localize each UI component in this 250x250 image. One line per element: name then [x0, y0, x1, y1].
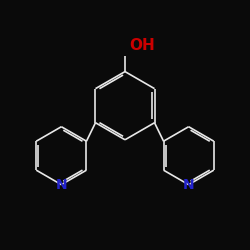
Text: N: N: [56, 178, 67, 192]
Text: N: N: [183, 178, 194, 192]
Text: OH: OH: [130, 38, 155, 54]
